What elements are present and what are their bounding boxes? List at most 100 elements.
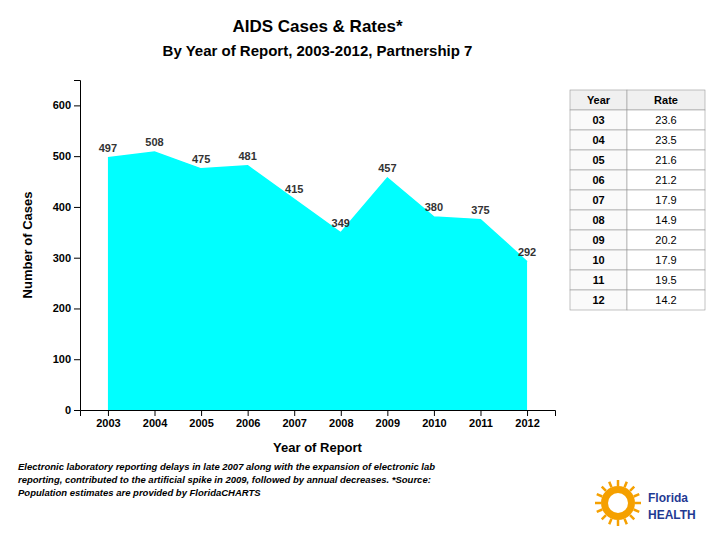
tick: 2004: [143, 410, 168, 429]
tick-label: 600: [53, 99, 71, 111]
tick-mark: [74, 308, 80, 309]
tick-label: 200: [53, 302, 71, 314]
logo-text: HEALTH: [648, 508, 696, 522]
tick: 2012: [515, 410, 539, 429]
data-label: 292: [518, 246, 536, 258]
table-cell: [570, 130, 627, 150]
tick: 2009: [376, 410, 400, 429]
area-line: [108, 152, 527, 262]
footer: Electronic laboratory reporting delays i…: [18, 461, 435, 498]
table-cell: [627, 270, 705, 290]
tick-label: 400: [53, 201, 71, 213]
tick: 2011: [469, 410, 493, 429]
footer-text: Population estimates are provided by Flo…: [18, 487, 261, 498]
area: [108, 152, 527, 410]
tick-mark: [74, 359, 80, 360]
table-cell: [627, 230, 705, 250]
data-label: 375: [471, 204, 489, 216]
tick-mark: [387, 410, 388, 416]
tick-label: 2010: [422, 417, 446, 429]
table-rate: 17.9: [655, 254, 676, 266]
data-label: 349: [332, 217, 350, 229]
tick: 500: [53, 150, 80, 162]
table-cell: [627, 210, 705, 230]
table-cell: [570, 270, 627, 290]
table-cell: [570, 150, 627, 170]
plot: 2003 2004 2005 2006 2007 2008 2009 2010 2011 2012…: [53, 81, 556, 429]
logo-ray: [617, 480, 620, 486]
tick-label: 100: [53, 353, 71, 365]
table-header: Year: [587, 94, 611, 106]
y-axis-title: Number of Cases: [20, 192, 35, 299]
tick-mark: [480, 410, 481, 416]
tick: 0: [65, 404, 80, 416]
table-year: 11: [593, 274, 605, 286]
tick: 2005: [189, 410, 213, 429]
tick-mark: [155, 410, 156, 416]
chart-svg: 2003 2004 2005 2006 2007 2008 2009 2010 2011 2012…: [0, 0, 720, 540]
logo-ray: [597, 510, 603, 512]
axis-line: [81, 411, 556, 417]
logo-ray: [635, 502, 641, 505]
footer-text: reporting, contributed to the artificial…: [18, 474, 431, 485]
data-label: 481: [238, 150, 256, 162]
tick-label: 2005: [189, 417, 213, 429]
tick: 300: [53, 252, 80, 264]
logo-ray: [630, 487, 634, 491]
tick-mark: [74, 207, 80, 208]
tick: 200: [53, 302, 80, 314]
logo-ray: [609, 519, 611, 525]
table-cell: [570, 110, 627, 130]
tick-label: 500: [53, 150, 71, 162]
table-cell: [627, 130, 705, 150]
tick: 2006: [236, 410, 260, 429]
table-cell: [570, 230, 627, 250]
table-rate: 14.2: [655, 294, 676, 306]
tick: 2003: [96, 410, 120, 429]
table-cell: [627, 190, 705, 210]
data-label: 457: [378, 162, 396, 174]
table-cell: [627, 250, 705, 270]
logo-ray: [634, 494, 640, 496]
tick-label: 2011: [469, 417, 493, 429]
table-year: 03: [592, 114, 604, 126]
table-year: 06: [592, 174, 604, 186]
tick-mark: [527, 410, 528, 416]
tick-label: 2012: [515, 417, 539, 429]
logo-ray: [617, 520, 620, 526]
x-axis-title: Year of Report: [273, 440, 363, 455]
tick-label: 2004: [143, 417, 168, 429]
table-cell: [570, 170, 627, 190]
tick-mark: [341, 410, 342, 416]
x-axis: 2003 2004 2005 2006 2007 2008 2009 2010 2011 2012: [81, 410, 556, 429]
logo-ray: [625, 519, 627, 525]
data-label: 415: [285, 183, 303, 195]
table-year: 09: [592, 234, 604, 246]
table-year: 08: [592, 214, 604, 226]
logo-sun: [601, 486, 635, 520]
tick-label: 0: [65, 404, 71, 416]
title: AIDS Cases & Rates*: [232, 17, 402, 36]
table-rate: 23.6: [655, 114, 676, 126]
table-rate: 20.2: [655, 234, 676, 246]
table-rate: 17.9: [655, 194, 676, 206]
axis-line: [74, 81, 81, 411]
tick: 2008: [329, 410, 353, 429]
subtitle: By Year of Report, 2003-2012, Partnershi…: [163, 42, 473, 59]
tick-mark: [108, 410, 109, 416]
y-axis: 0 100 200 300 400 500 600: [53, 81, 81, 417]
logo-text: Florida: [648, 491, 688, 505]
table-header: Rate: [654, 94, 678, 106]
tick-label: 2007: [282, 417, 306, 429]
tick-mark: [74, 156, 80, 157]
table-cell: [570, 250, 627, 270]
table-cell: [627, 290, 705, 310]
tick-label: 300: [53, 252, 71, 264]
data-label: 497: [99, 142, 117, 154]
logo-ray: [625, 482, 627, 488]
table-year: 10: [592, 254, 604, 266]
table-year: 04: [592, 134, 605, 146]
tick-label: 2003: [96, 417, 120, 429]
data-label: 508: [145, 136, 163, 148]
tick-mark: [74, 105, 80, 106]
